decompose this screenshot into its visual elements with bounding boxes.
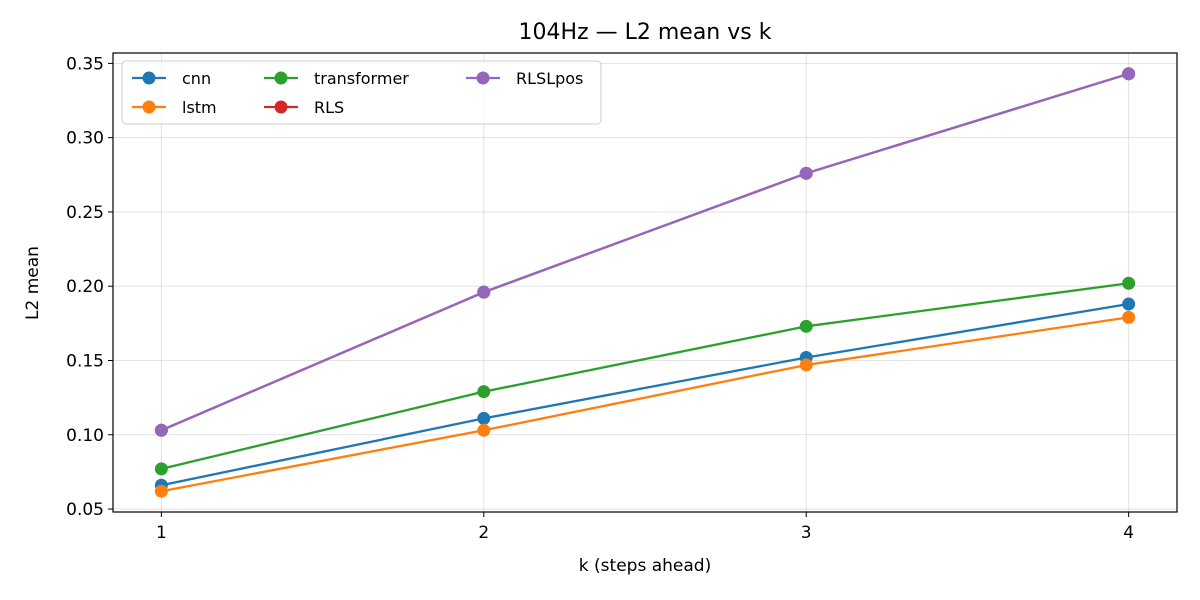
legend-swatch-marker bbox=[142, 71, 156, 85]
data-point bbox=[477, 385, 491, 399]
y-tick-label: 0.35 bbox=[66, 54, 104, 74]
y-tick-label: 0.20 bbox=[66, 277, 104, 297]
legend-item-rlslpos: RLSLpos bbox=[466, 69, 583, 88]
series-transformer bbox=[154, 276, 1136, 476]
series-line bbox=[161, 302, 1129, 487]
data-point bbox=[799, 166, 813, 180]
legend-label: cnn bbox=[182, 69, 211, 88]
legend-label: transformer bbox=[314, 69, 409, 88]
data-point bbox=[799, 319, 813, 333]
y-tick-label: 0.25 bbox=[66, 203, 104, 223]
data-point bbox=[1122, 276, 1136, 290]
data-point bbox=[1122, 67, 1136, 81]
y-tick-label: 0.30 bbox=[66, 129, 104, 149]
x-axis-label: k (steps ahead) bbox=[579, 556, 711, 576]
series-lstm bbox=[154, 310, 1136, 498]
data-point bbox=[477, 285, 491, 299]
legend-item-transformer: transformer bbox=[264, 69, 409, 88]
legend-swatch-marker bbox=[142, 100, 156, 114]
legend-swatch-marker bbox=[274, 100, 288, 114]
series-line bbox=[160, 72, 1129, 432]
x-tick-label: 2 bbox=[478, 523, 489, 543]
legend-item-lstm: lstm bbox=[132, 98, 217, 117]
data-point bbox=[1122, 297, 1136, 311]
x-tick-label: 1 bbox=[156, 523, 167, 543]
data-point bbox=[477, 411, 491, 425]
x-tick-label: 4 bbox=[1123, 523, 1134, 543]
legend-item-cnn: cnn bbox=[132, 69, 211, 88]
legend-item-rls: RLS bbox=[264, 98, 344, 117]
axis-ticks: 1 2 3 4 0.05 0.10 0.15 0.20 0.25 0.30 0.35 bbox=[66, 54, 1134, 543]
series-rlslpos bbox=[154, 67, 1136, 437]
legend-label: RLSLpos bbox=[516, 69, 583, 88]
x-tick-label: 3 bbox=[801, 523, 812, 543]
data-point bbox=[154, 462, 168, 476]
data-point bbox=[154, 484, 168, 498]
y-axis-label: L2 mean bbox=[23, 246, 43, 320]
series-line bbox=[161, 282, 1129, 471]
y-tick-label: 0.05 bbox=[66, 500, 104, 520]
data-point bbox=[477, 423, 491, 437]
data-point bbox=[154, 423, 168, 437]
data-point bbox=[799, 358, 813, 372]
legend-swatch-marker bbox=[476, 71, 490, 85]
legend-label: lstm bbox=[182, 98, 217, 117]
plot-frame bbox=[112, 52, 1178, 513]
series-line bbox=[161, 316, 1129, 493]
legend-label: RLS bbox=[314, 98, 344, 117]
series-group bbox=[154, 67, 1136, 498]
legend: cnn lstm transformer RLS RLSLpos bbox=[121, 60, 602, 125]
y-tick-label: 0.15 bbox=[66, 351, 104, 371]
legend-swatch-marker bbox=[274, 71, 288, 85]
y-tick-label: 0.10 bbox=[66, 426, 104, 446]
data-point bbox=[1122, 310, 1136, 324]
chart-title: 104Hz — L2 mean vs k bbox=[519, 20, 772, 45]
